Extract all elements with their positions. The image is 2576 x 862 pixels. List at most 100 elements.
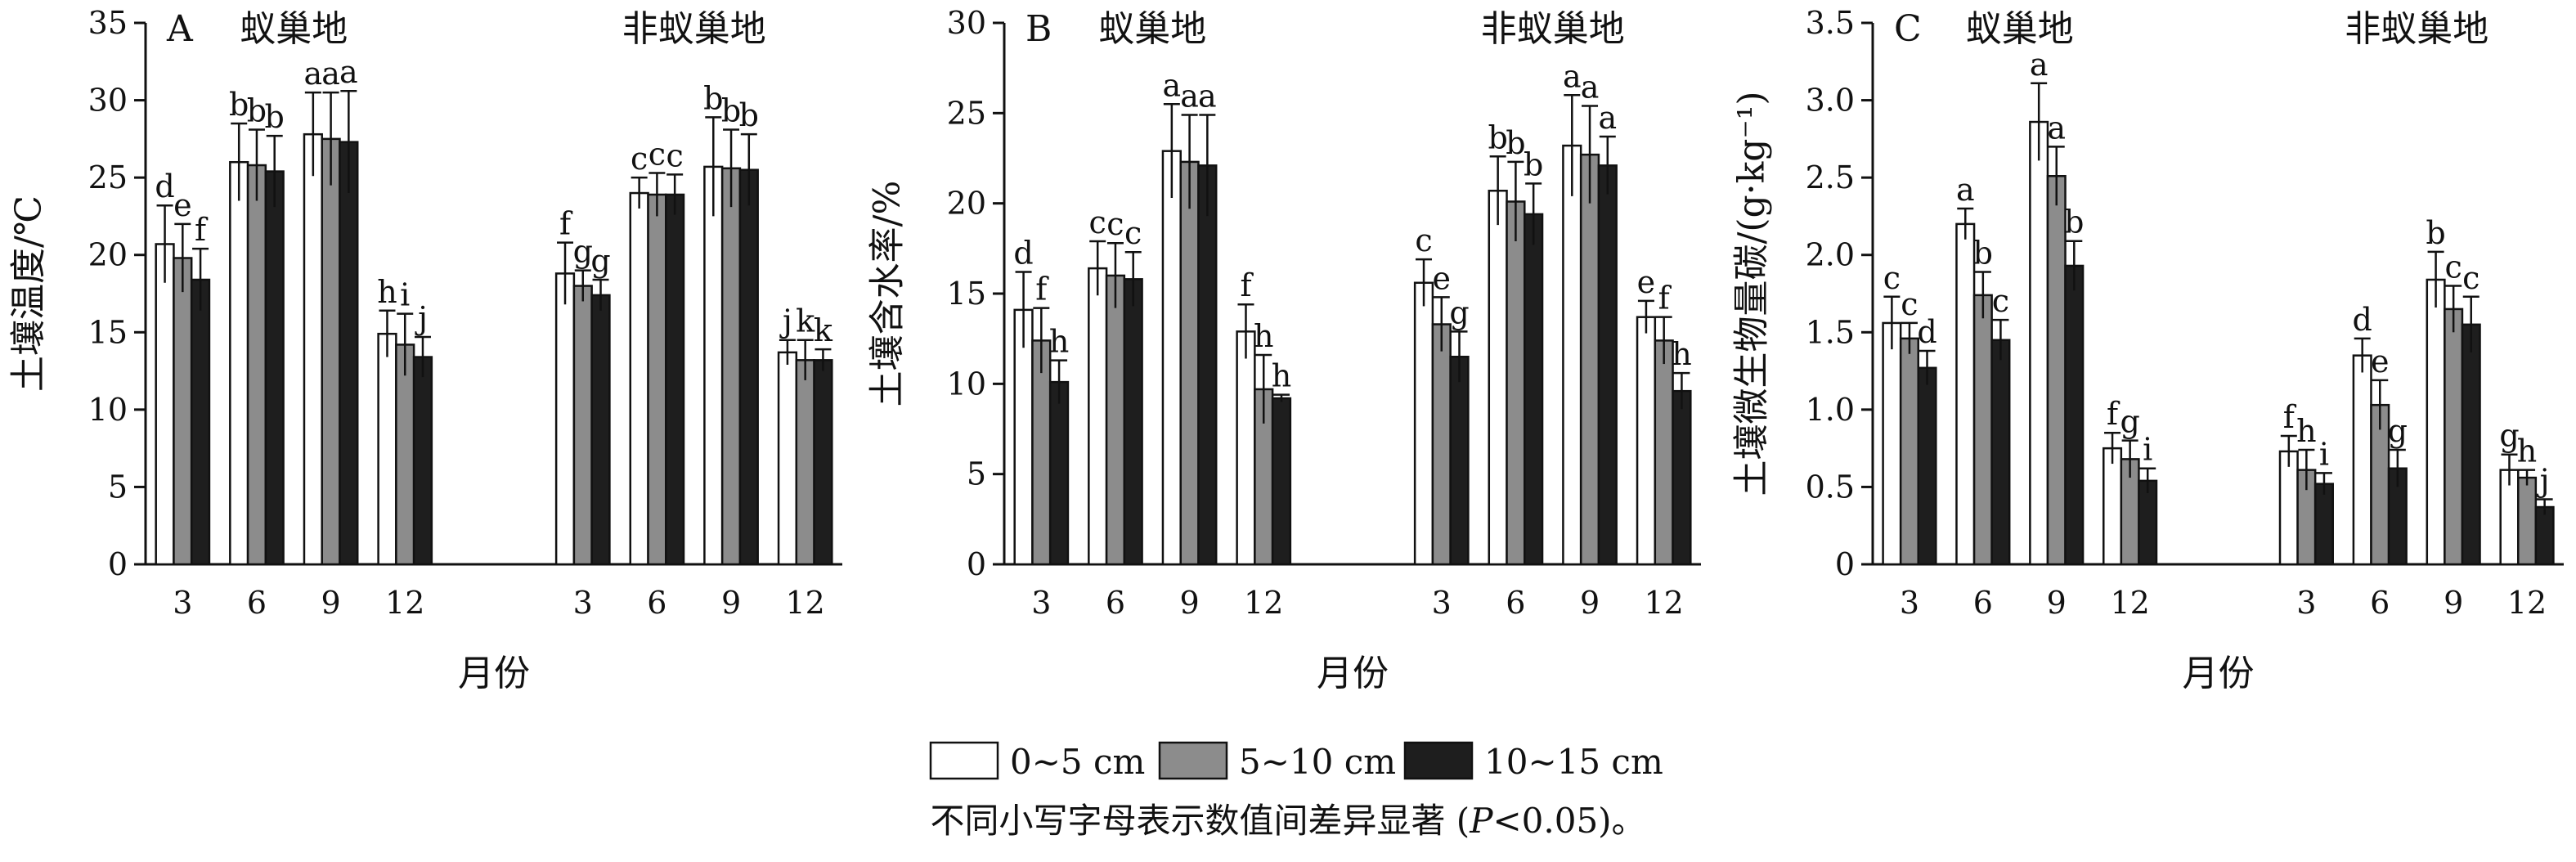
significance-label: d xyxy=(2353,302,2372,338)
legend-swatch-10-15cm xyxy=(1403,741,1474,780)
bar xyxy=(795,359,815,566)
bar xyxy=(303,132,323,566)
x-tick-label: 9 xyxy=(1580,585,1600,621)
y-tick-label: 35 xyxy=(88,5,128,41)
y-tick-label: 3.0 xyxy=(1806,83,1855,119)
x-tick-label: 6 xyxy=(1973,585,1993,621)
significance-label: b xyxy=(2064,204,2084,240)
y-axis-title: 土壤温度/℃ xyxy=(8,195,50,392)
x-tick-label: 12 xyxy=(2507,585,2547,621)
x-tick-label: 9 xyxy=(721,585,741,621)
x-tick-label: 3 xyxy=(573,585,593,621)
legend: 0~5 cm 5~10 cm 10~15 cm xyxy=(929,741,1663,782)
significance-label: e xyxy=(1637,264,1656,300)
bar xyxy=(1654,339,1674,566)
y-tick-label: 1.5 xyxy=(1806,314,1855,350)
panel-letter: C xyxy=(1894,8,1922,50)
bar xyxy=(1562,144,1582,566)
significance-label: a xyxy=(1956,172,1975,208)
bar xyxy=(395,343,415,566)
y-axis-title: 土壤微生物量碳/(g·kg⁻¹) xyxy=(1731,92,1773,496)
significance-label: h xyxy=(1672,336,1691,372)
significance-label: c xyxy=(1124,215,1142,251)
y-tick-label: 0 xyxy=(108,546,128,582)
bar xyxy=(2352,354,2372,566)
x-axis-title: 月份 xyxy=(1317,653,1389,694)
bar xyxy=(1161,150,1182,566)
significance-label: g xyxy=(1449,294,1469,330)
significance-label: c xyxy=(1992,283,2009,319)
bar xyxy=(412,356,433,566)
significance-label: a xyxy=(304,56,323,92)
bar xyxy=(1990,339,2011,566)
x-tick-label: 6 xyxy=(247,585,267,621)
y-tick-label: 25 xyxy=(88,159,128,195)
significance-label: f xyxy=(2107,396,2120,432)
bar xyxy=(339,141,359,566)
significance-label: j xyxy=(415,300,428,336)
y-tick-label: 2.0 xyxy=(1806,237,1855,273)
bar xyxy=(1506,200,1526,566)
x-tick-label: 3 xyxy=(1900,585,1919,621)
significance-label: f xyxy=(1035,272,1049,308)
significance-label: h xyxy=(1254,318,1273,354)
significance-label: k xyxy=(796,303,815,339)
bar xyxy=(377,332,397,566)
x-tick-label: 12 xyxy=(385,585,424,621)
significance-label: d xyxy=(155,168,174,204)
significance-label: c xyxy=(1883,260,1901,296)
significance-label: a xyxy=(1563,58,1582,94)
significance-label: d xyxy=(1917,314,1936,350)
significance-label: a xyxy=(1581,70,1600,106)
y-tick-label: 3.5 xyxy=(1806,5,1855,41)
significance-label: b xyxy=(1506,125,1525,161)
bar xyxy=(1449,355,1470,566)
significance-label: c xyxy=(631,141,648,177)
y-tick-label: 25 xyxy=(947,95,986,131)
significance-label: j xyxy=(2537,463,2550,499)
y-tick-label: 15 xyxy=(88,314,128,350)
significance-label: c xyxy=(2462,260,2480,296)
x-tick-label: 12 xyxy=(786,585,825,621)
bar xyxy=(813,359,833,566)
significance-label: g xyxy=(2388,413,2408,449)
significance-label: c xyxy=(1901,286,1918,322)
bar xyxy=(155,243,175,566)
x-axis-title: 月份 xyxy=(458,653,530,694)
y-tick-label: 30 xyxy=(947,5,986,41)
group-title-nest: 蚁巢地 xyxy=(1966,8,2074,50)
y-tick-label: 30 xyxy=(88,83,128,119)
bar xyxy=(1488,189,1508,566)
bar xyxy=(2444,308,2464,566)
significance-label: c xyxy=(648,136,666,172)
significance-label: a xyxy=(2047,110,2066,146)
significance-label: f xyxy=(1240,267,1254,303)
x-tick-label: 3 xyxy=(2296,585,2316,621)
bar xyxy=(2426,278,2446,566)
bar xyxy=(229,160,249,566)
legend-swatch-5-10cm xyxy=(1158,741,1228,780)
bar xyxy=(1431,323,1452,566)
significance-label: h xyxy=(377,274,397,310)
bar xyxy=(1236,330,1256,566)
bar xyxy=(777,351,798,566)
legend-label-10-15cm: 10~15 cm xyxy=(1484,742,1663,782)
bar xyxy=(1917,366,1937,566)
figure-caption: 不同小写字母表示数值间差异显著 (P<0.05)。 xyxy=(930,801,1645,841)
y-tick-label: 5 xyxy=(108,469,128,505)
x-tick-label: 3 xyxy=(173,585,192,621)
bar xyxy=(554,272,576,566)
significance-label: a xyxy=(1180,79,1199,114)
significance-label: d xyxy=(1013,236,1033,272)
y-tick-label: 1.0 xyxy=(1806,392,1855,428)
significance-label: b xyxy=(1524,146,1543,182)
y-tick-label: 10 xyxy=(88,392,128,428)
bar xyxy=(2064,264,2085,566)
significance-label: c xyxy=(1415,222,1432,258)
bar xyxy=(1972,294,1993,566)
x-tick-label: 6 xyxy=(1506,585,1525,621)
y-tick-label: 0.5 xyxy=(1806,469,1855,505)
significance-label: a xyxy=(1598,100,1617,136)
bar xyxy=(1088,267,1108,566)
